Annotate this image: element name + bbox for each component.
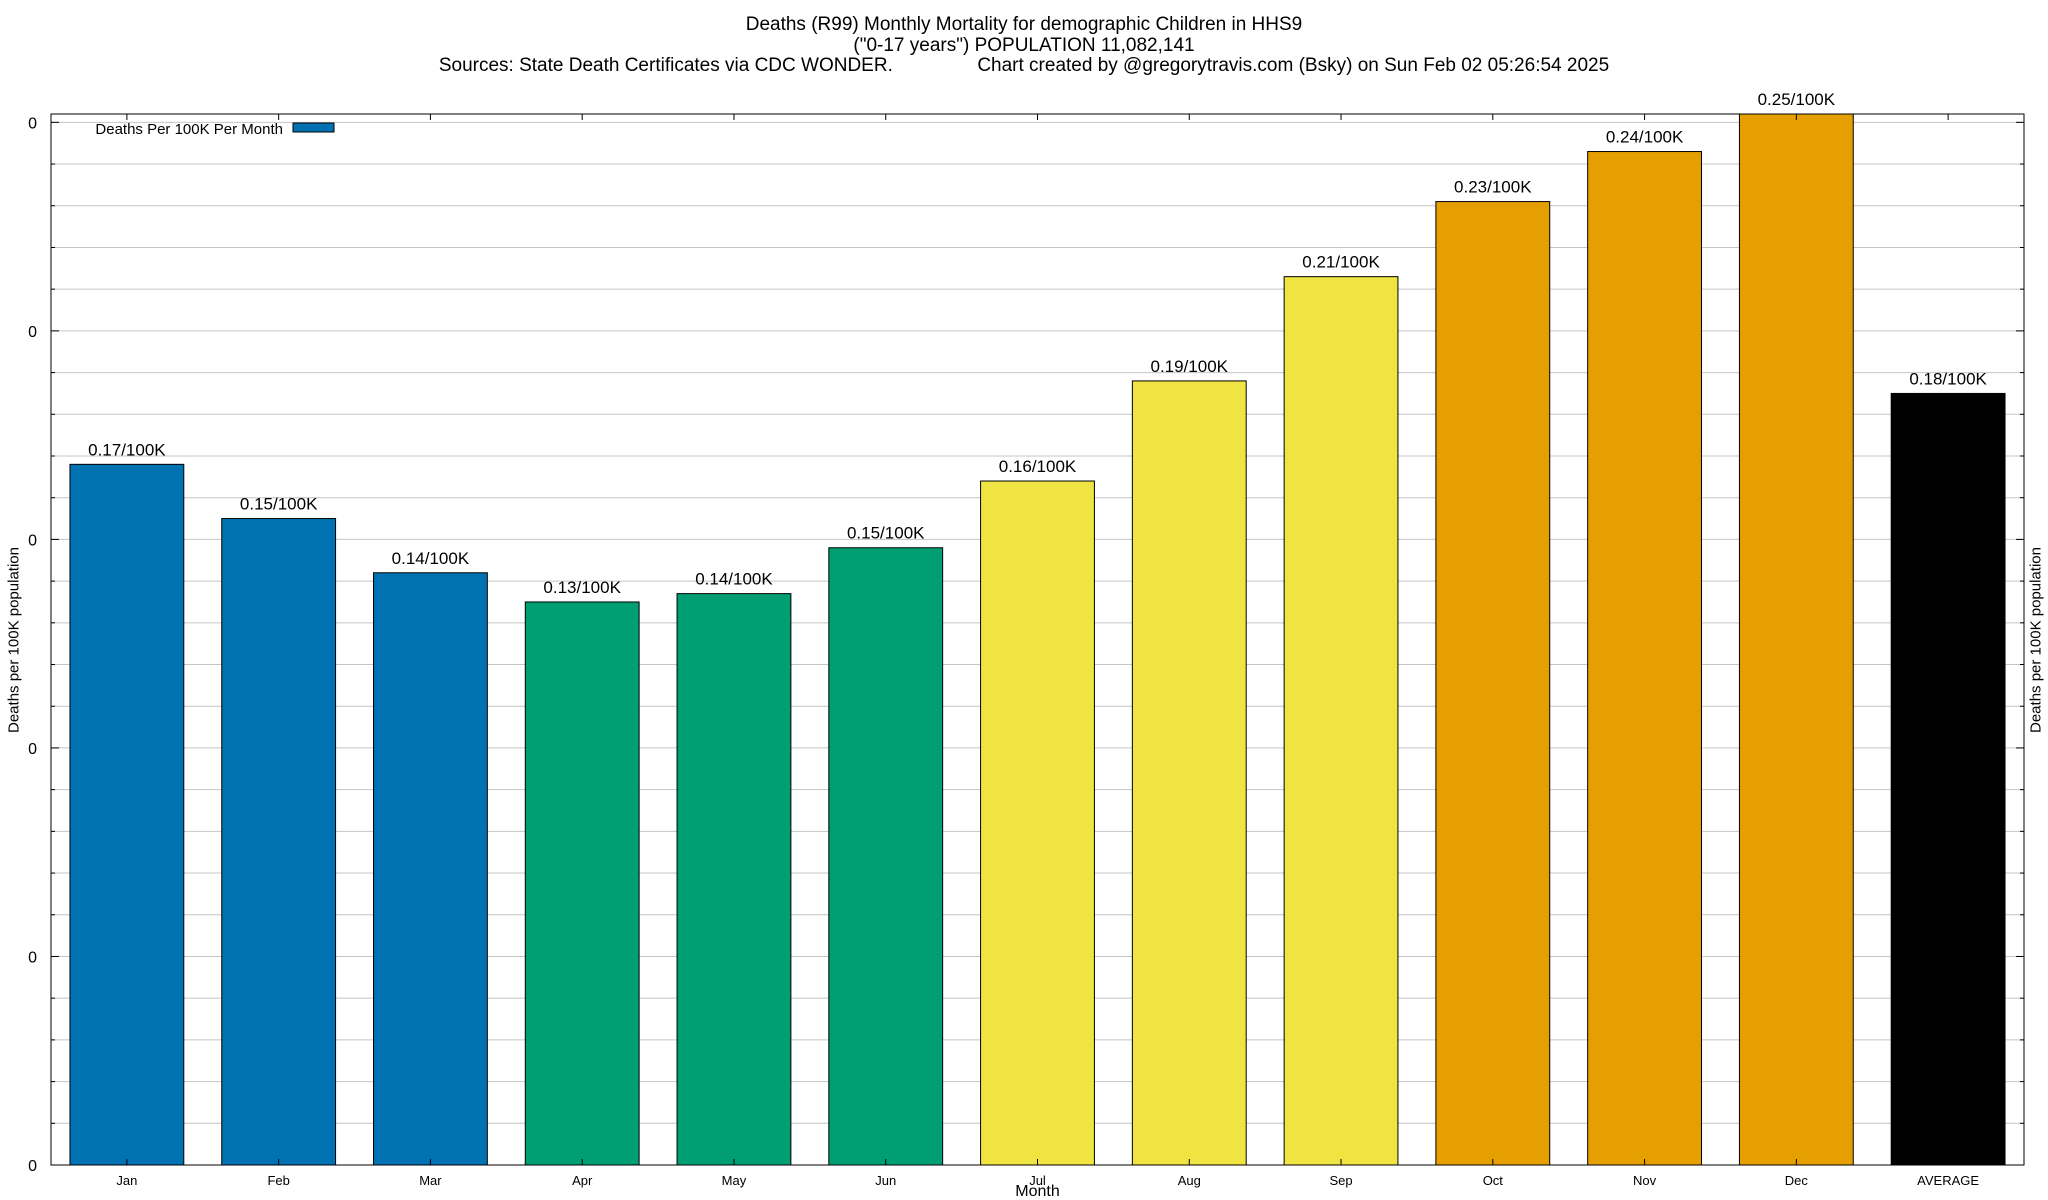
bar (1435, 201, 1551, 1166)
chart-title: Deaths (R99) Monthly Mortality for demog… (745, 14, 1303, 35)
bar-data-label: 0.15/100K (847, 524, 925, 543)
bar-data-label: 0.14/100K (695, 570, 773, 589)
bar-data-label: 0.18/100K (1909, 369, 1987, 388)
bar-data-label: 0.24/100K (1606, 128, 1684, 147)
bar (1131, 380, 1247, 1166)
y-tick-label: 0 (28, 1158, 37, 1175)
chart-subtitle: ("0-17 years") POPULATION 11,082,141 (853, 35, 1195, 56)
y-tick-label: 0 (28, 949, 37, 966)
bar-data-label: 0.14/100K (392, 549, 470, 568)
x-tick-label: Jul (1029, 1173, 1046, 1188)
bar-data-label: 0.13/100K (543, 578, 621, 597)
y-tick-label: 0 (28, 324, 37, 341)
x-tick-label: Aug (1178, 1173, 1201, 1188)
bar (1890, 392, 2006, 1166)
x-tick-label: Apr (572, 1173, 593, 1188)
bar (524, 601, 640, 1166)
bar-data-label: 0.19/100K (1151, 357, 1229, 376)
legend-swatch (292, 122, 335, 133)
bar-data-label: 0.25/100K (1758, 90, 1836, 109)
y-axis-label-left: Deaths per 100K population (5, 546, 23, 733)
x-tick-label: AVERAGE (1917, 1173, 1979, 1188)
y-tick-label: 0 (28, 741, 37, 758)
x-tick-label: Jan (116, 1173, 137, 1188)
chart-source-line: Sources: State Death Certificates via CD… (438, 55, 1610, 76)
bar (980, 480, 1095, 1166)
x-tick-label: Mar (419, 1173, 442, 1188)
x-tick-label: Oct (1483, 1173, 1504, 1188)
bar-data-label: 0.17/100K (88, 440, 166, 459)
bar (676, 593, 792, 1166)
x-tick-label: May (722, 1173, 747, 1188)
bar-data-label: 0.23/100K (1454, 178, 1532, 197)
bar (69, 463, 185, 1166)
bar (373, 572, 488, 1166)
x-tick-label: Jun (875, 1173, 896, 1188)
legend-label: Deaths Per 100K Per Month (95, 121, 283, 138)
bar (1587, 151, 1702, 1166)
bar-data-label: 0.16/100K (999, 457, 1077, 476)
bar-data-label: 0.15/100K (240, 495, 318, 514)
bar (1283, 276, 1399, 1166)
x-tick-label: Sep (1329, 1173, 1352, 1188)
x-axis-label: Month (1015, 1183, 1059, 1200)
bar (1738, 113, 1854, 1166)
plot-frame (50, 113, 2025, 1166)
bar (828, 547, 944, 1166)
y-tick-label: 0 (28, 115, 37, 132)
bar (221, 518, 337, 1166)
y-tick-label: 0 (28, 532, 37, 549)
y-axis-label-right: Deaths per 100K population (2027, 546, 2045, 733)
x-tick-label: Nov (1633, 1173, 1657, 1188)
bar-data-label: 0.21/100K (1302, 253, 1380, 272)
x-tick-label: Dec (1785, 1173, 1809, 1188)
x-tick-label: Feb (267, 1173, 289, 1188)
